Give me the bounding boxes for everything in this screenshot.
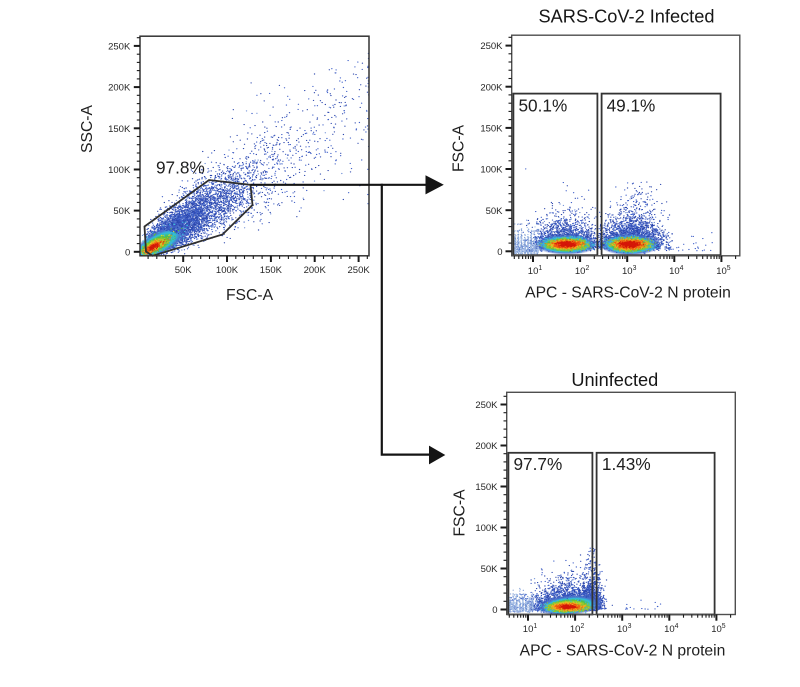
svg-text:Uninfected: Uninfected xyxy=(571,370,658,390)
svg-text:50K: 50K xyxy=(481,564,499,575)
svg-text:200K: 200K xyxy=(480,82,503,93)
svg-text:50K: 50K xyxy=(175,265,193,276)
svg-text:50K: 50K xyxy=(486,206,504,217)
svg-text:APC - SARS-CoV-2 N protein: APC - SARS-CoV-2 N protein xyxy=(520,642,726,659)
svg-text:150K: 150K xyxy=(108,124,131,135)
svg-text:100K: 100K xyxy=(480,165,503,176)
svg-text:150K: 150K xyxy=(475,482,498,493)
svg-text:0: 0 xyxy=(492,605,497,616)
svg-text:FSC-A: FSC-A xyxy=(226,287,274,304)
svg-text:100K: 100K xyxy=(475,523,498,534)
svg-text:SSC-A: SSC-A xyxy=(79,104,96,152)
svg-text:FSC-A: FSC-A xyxy=(451,124,468,172)
svg-text:50K: 50K xyxy=(113,206,131,217)
svg-text:50.1%: 50.1% xyxy=(519,96,568,116)
svg-text:97.7%: 97.7% xyxy=(514,454,563,474)
svg-text:250K: 250K xyxy=(348,265,371,276)
svg-text:200K: 200K xyxy=(304,265,327,276)
svg-text:200K: 200K xyxy=(108,83,131,94)
svg-text:250K: 250K xyxy=(475,400,498,411)
svg-text:49.1%: 49.1% xyxy=(607,96,656,116)
svg-text:SARS-CoV-2 Infected: SARS-CoV-2 Infected xyxy=(539,7,715,27)
svg-text:250K: 250K xyxy=(480,41,503,52)
svg-text:150K: 150K xyxy=(480,123,503,134)
svg-text:0: 0 xyxy=(125,247,130,258)
svg-text:200K: 200K xyxy=(475,441,498,452)
svg-text:100K: 100K xyxy=(216,265,239,276)
svg-text:97.8%: 97.8% xyxy=(156,158,205,178)
svg-text:150K: 150K xyxy=(260,265,283,276)
svg-text:100K: 100K xyxy=(108,165,131,176)
svg-text:250K: 250K xyxy=(108,42,131,53)
svg-text:0: 0 xyxy=(497,247,502,258)
svg-text:APC - SARS-CoV-2 N protein: APC - SARS-CoV-2 N protein xyxy=(525,285,731,302)
svg-text:FSC-A: FSC-A xyxy=(452,489,469,537)
svg-text:1.43%: 1.43% xyxy=(602,454,651,474)
